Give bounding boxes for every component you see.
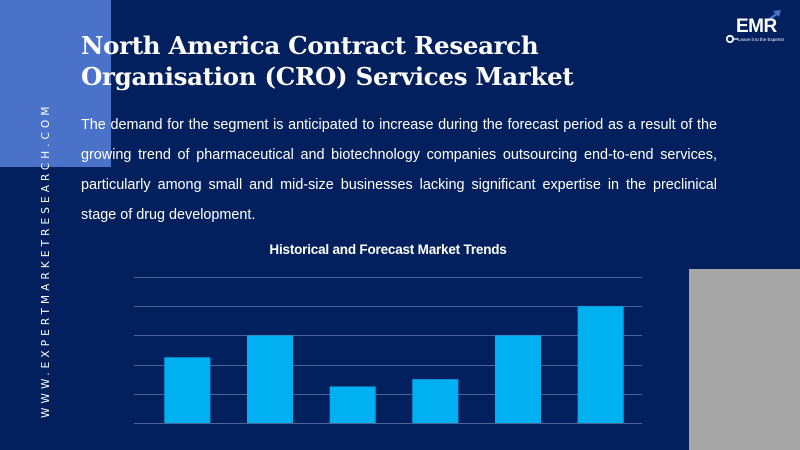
bar-1	[164, 357, 211, 423]
bar-3	[329, 386, 376, 423]
gridlines	[134, 277, 642, 424]
bar-6	[577, 306, 624, 423]
chart-title: Historical and Forecast Market Trends	[269, 242, 507, 257]
bar-4	[412, 379, 459, 423]
logo-tagline: Leave it to the Experts!	[738, 37, 785, 42]
decorative-gray-block	[689, 269, 800, 450]
accent-block	[0, 0, 111, 167]
bar-2	[247, 335, 293, 423]
logo-text: EMR	[736, 16, 777, 37]
page-title: North America Contract Research Organisa…	[81, 31, 574, 91]
description-paragraph: The demand for the segment is anticipate…	[81, 117, 717, 223]
bar-5	[495, 335, 541, 423]
logo-arrow-icon	[725, 10, 781, 44]
emr-logo[interactable]: EMR Leave it to the Experts!	[722, 8, 792, 48]
bars	[164, 306, 624, 423]
